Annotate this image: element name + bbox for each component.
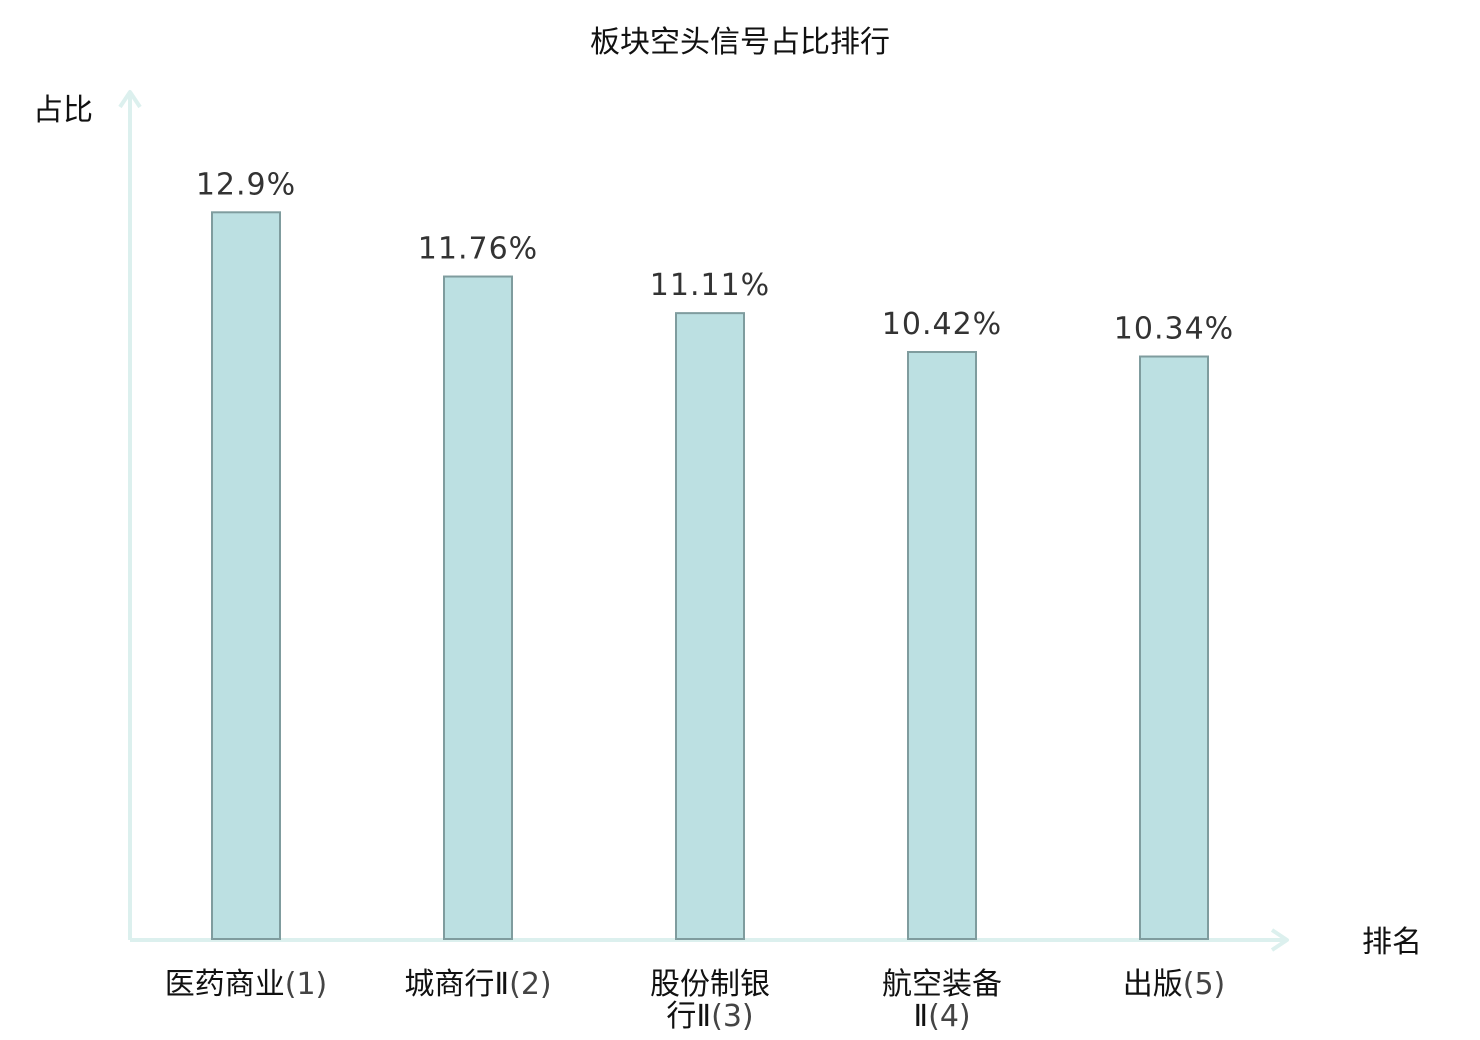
y-axis-label: 占比 <box>33 93 93 128</box>
category-rank-2: (2) <box>509 967 552 1002</box>
y-axis-arrow <box>118 90 142 109</box>
value-label-2: 11.76% <box>418 232 538 267</box>
category-label-3-line-1: 股份制银 <box>650 967 770 1002</box>
value-label-4: 10.42% <box>882 307 1002 342</box>
bars-group: 12.9% 医药商业(1) 11.76% 城商行Ⅱ(2) 11.11% 股份制银行Ⅱ(3)… <box>165 167 1234 1034</box>
category-label-1: 医药商业(1) <box>165 967 328 1002</box>
bar-1 <box>211 211 281 941</box>
chart-title: 板块空头信号占比排行 <box>590 25 890 60</box>
category-label-4-line-1: 航空装备 <box>882 967 1002 1002</box>
bar-2 <box>443 275 513 940</box>
category-label-2: 城商行Ⅱ(2) <box>404 967 551 1002</box>
x-axis-label: 排名 <box>1362 925 1422 960</box>
category-rank-3: (3) <box>711 999 754 1034</box>
category-rank-5: (5) <box>1183 967 1226 1002</box>
value-label-5: 10.34% <box>1114 312 1234 347</box>
bar-5 <box>1139 355 1209 941</box>
value-label-3: 11.11% <box>650 268 770 303</box>
category-label-4-line-2: Ⅱ(4) <box>913 999 970 1034</box>
value-label-1: 12.9% <box>196 167 296 202</box>
bar-3 <box>675 312 745 940</box>
category-label-3-line-2: 行Ⅱ(3) <box>666 999 753 1034</box>
bar-4 <box>907 351 977 940</box>
x-axis-arrow <box>1270 928 1289 952</box>
category-rank-1: (1) <box>285 967 328 1002</box>
category-rank-4: (4) <box>928 999 971 1034</box>
category-label-5: 出版(5) <box>1123 967 1226 1002</box>
